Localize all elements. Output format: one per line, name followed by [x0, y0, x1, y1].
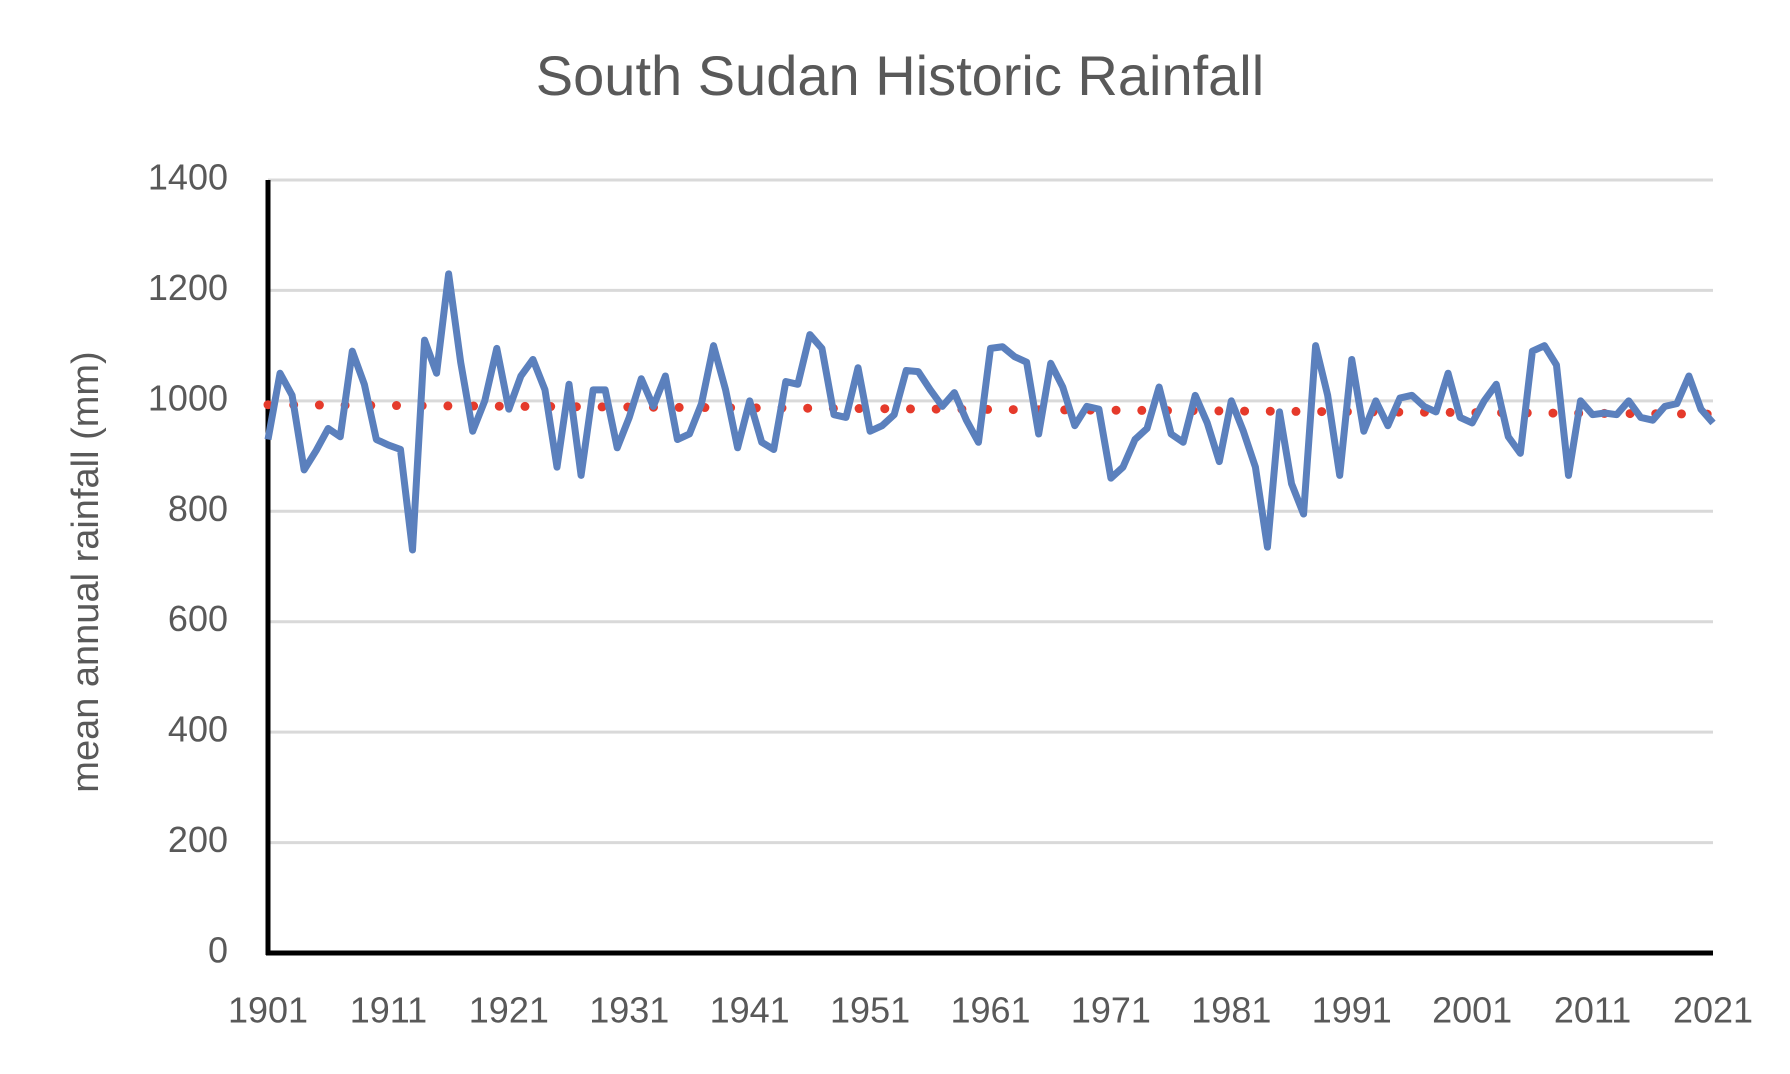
y-tick-label: 1400 [148, 157, 228, 198]
y-tick-label: 200 [168, 819, 228, 860]
y-tick-label: 1000 [148, 377, 228, 418]
y-tick-label: 1200 [148, 267, 228, 308]
x-tick-label: 1971 [1071, 990, 1151, 1031]
x-tick-label: 1901 [228, 990, 308, 1031]
x-tick-label: 1951 [830, 990, 910, 1031]
x-tick-label: 1991 [1312, 990, 1392, 1031]
y-axis-label: mean annual rainfall (mm) [65, 351, 107, 792]
x-tick-label: 1961 [950, 990, 1030, 1031]
x-tick-label: 1911 [350, 990, 427, 1031]
x-tick-label: 1981 [1191, 990, 1271, 1031]
chart-title: South Sudan Historic Rainfall [536, 44, 1264, 107]
x-tick-label: 2001 [1432, 990, 1512, 1031]
y-tick-label: 400 [168, 709, 228, 750]
y-tick-label: 600 [168, 598, 228, 639]
x-tick-label: 2011 [1554, 990, 1631, 1031]
trend-line [263, 400, 1718, 419]
x-tick-label: 1941 [710, 990, 790, 1031]
data-line [264, 270, 1716, 554]
x-tick-label: 1931 [589, 990, 669, 1031]
x-tick-label: 2021 [1673, 990, 1753, 1031]
x-tick-label: 1921 [469, 990, 549, 1031]
y-tick-label: 0 [208, 930, 228, 971]
y-tick-label: 800 [168, 488, 228, 529]
